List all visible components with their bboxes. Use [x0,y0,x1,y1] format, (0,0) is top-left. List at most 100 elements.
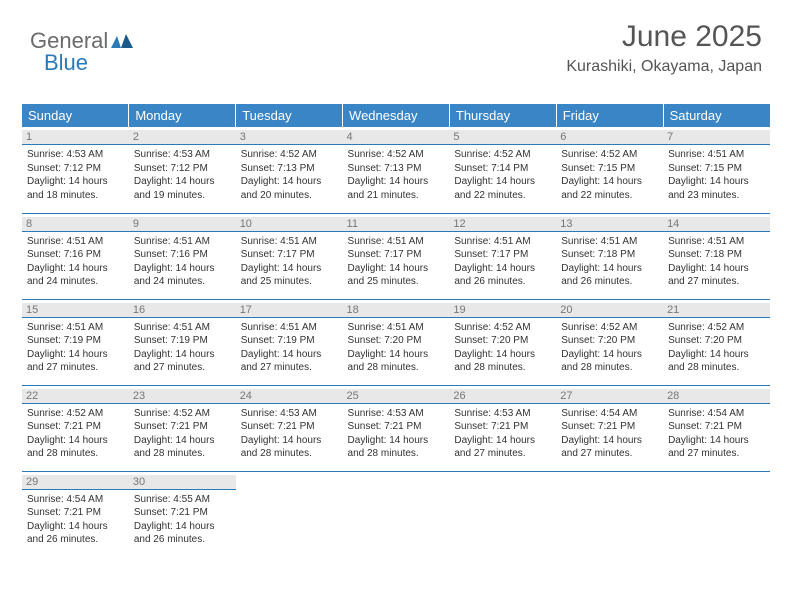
daylight-text: Daylight: 14 hours and 20 minutes. [241,175,338,202]
day-details: Sunrise: 4:54 AMSunset: 7:21 PMDaylight:… [27,493,124,547]
calendar-cell: 14 Sunrise: 4:51 AMSunset: 7:18 PMDayligh… [663,213,770,299]
sunset-text: Sunset: 7:16 PM [134,248,231,262]
calendar-cell [343,471,450,557]
day-number: 6 [556,130,663,145]
sunrise-text: Sunrise: 4:52 AM [561,321,658,335]
daylight-text: Daylight: 14 hours and 28 minutes. [27,434,124,461]
day-details: Sunrise: 4:52 AMSunset: 7:13 PMDaylight:… [348,148,445,202]
day-details: Sunrise: 4:51 AMSunset: 7:19 PMDaylight:… [27,321,124,375]
daylight-text: Daylight: 14 hours and 28 minutes. [348,348,445,375]
daylight-text: Daylight: 14 hours and 26 minutes. [561,262,658,289]
sunset-text: Sunset: 7:19 PM [241,334,338,348]
logo-icon [111,32,133,50]
calendar-cell: 11 Sunrise: 4:51 AMSunset: 7:17 PMDayligh… [343,213,450,299]
sunset-text: Sunset: 7:21 PM [27,420,124,434]
col-monday: Monday [129,104,236,127]
calendar-cell: 26Sunrise: 4:53 AMSunset: 7:21 PMDayligh… [449,385,556,471]
col-wednesday: Wednesday [343,104,450,127]
day-details: Sunrise: 4:51 AMSunset: 7:17 PMDaylight:… [454,235,551,289]
sunrise-text: Sunrise: 4:54 AM [27,493,124,507]
sunrise-text: Sunrise: 4:51 AM [134,321,231,335]
sunset-text: Sunset: 7:20 PM [561,334,658,348]
day-cell: 6 Sunrise: 4:52 AMSunset: 7:15 PMDaylight… [556,127,663,213]
daylight-text: Daylight: 14 hours and 22 minutes. [454,175,551,202]
daylight-text: Daylight: 14 hours and 28 minutes. [668,348,765,375]
day-number: 14 [663,217,770,232]
day-cell: 21Sunrise: 4:52 AMSunset: 7:20 PMDayligh… [663,300,770,385]
day-cell: 3 Sunrise: 4:52 AMSunset: 7:13 PMDaylight… [236,127,343,213]
sunrise-text: Sunrise: 4:53 AM [27,148,124,162]
day-number: 16 [129,303,236,318]
day-details: Sunrise: 4:51 AMSunset: 7:18 PMDaylight:… [668,235,765,289]
day-details: Sunrise: 4:54 AMSunset: 7:21 PMDaylight:… [561,407,658,461]
sunset-text: Sunset: 7:21 PM [348,420,445,434]
day-details: Sunrise: 4:54 AMSunset: 7:21 PMDaylight:… [668,407,765,461]
calendar-cell: 8Sunrise: 4:51 AMSunset: 7:16 PMDaylight… [22,213,129,299]
calendar-cell: 28 Sunrise: 4:54 AMSunset: 7:21 PMDayligh… [663,385,770,471]
day-details: Sunrise: 4:52 AMSunset: 7:13 PMDaylight:… [241,148,338,202]
sunset-text: Sunset: 7:19 PM [27,334,124,348]
sunrise-text: Sunrise: 4:53 AM [134,148,231,162]
sunset-text: Sunset: 7:21 PM [27,506,124,520]
title-block: June 2025 Kurashiki, Okayama, Japan [566,20,762,76]
day-number: 27 [556,389,663,404]
calendar-cell: 9Sunrise: 4:51 AMSunset: 7:16 PMDaylight… [129,213,236,299]
sunrise-text: Sunrise: 4:51 AM [27,321,124,335]
header-row: Sunday Monday Tuesday Wednesday Thursday… [22,104,770,127]
day-cell: 26Sunrise: 4:53 AMSunset: 7:21 PMDayligh… [449,386,556,471]
daylight-text: Daylight: 14 hours and 26 minutes. [27,520,124,547]
calendar-cell [236,471,343,557]
sunrise-text: Sunrise: 4:51 AM [348,235,445,249]
sunset-text: Sunset: 7:20 PM [668,334,765,348]
calendar-cell: 16Sunrise: 4:51 AMSunset: 7:19 PMDayligh… [129,299,236,385]
day-cell: 2Sunrise: 4:53 AMSunset: 7:12 PMDaylight… [129,127,236,213]
day-number: 1 [22,130,129,145]
sunrise-text: Sunrise: 4:51 AM [241,235,338,249]
day-details: Sunrise: 4:51 AMSunset: 7:15 PMDaylight:… [668,148,765,202]
calendar-row: 29Sunrise: 4:54 AMSunset: 7:21 PMDayligh… [22,471,770,557]
sunrise-text: Sunrise: 4:52 AM [241,148,338,162]
col-saturday: Saturday [663,104,770,127]
calendar-cell: 6 Sunrise: 4:52 AMSunset: 7:15 PMDaylight… [556,127,663,213]
sunrise-text: Sunrise: 4:51 AM [27,235,124,249]
day-cell: 23 Sunrise: 4:52 AMSunset: 7:21 PMDayligh… [129,386,236,471]
day-number: 28 [663,389,770,404]
day-details: Sunrise: 4:51 AMSunset: 7:17 PMDaylight:… [241,235,338,289]
sunrise-text: Sunrise: 4:51 AM [561,235,658,249]
calendar-cell: 3 Sunrise: 4:52 AMSunset: 7:13 PMDaylight… [236,127,343,213]
month-title: June 2025 [566,20,762,54]
day-number: 3 [236,130,343,145]
calendar-cell: 4Sunrise: 4:52 AMSunset: 7:13 PMDaylight… [343,127,450,213]
day-number: 11 [343,217,450,232]
daylight-text: Daylight: 14 hours and 23 minutes. [668,175,765,202]
day-details: Sunrise: 4:52 AMSunset: 7:20 PMDaylight:… [561,321,658,375]
day-details: Sunrise: 4:53 AMSunset: 7:21 PMDaylight:… [348,407,445,461]
calendar-cell: 10Sunrise: 4:51 AMSunset: 7:17 PMDayligh… [236,213,343,299]
day-number: 8 [22,217,129,232]
daylight-text: Daylight: 14 hours and 25 minutes. [348,262,445,289]
sunrise-text: Sunrise: 4:52 AM [348,148,445,162]
day-details: Sunrise: 4:52 AMSunset: 7:21 PMDaylight:… [134,407,231,461]
calendar-cell: 19Sunrise: 4:52 AMSunset: 7:20 PMDayligh… [449,299,556,385]
daylight-text: Daylight: 14 hours and 27 minutes. [561,434,658,461]
sunset-text: Sunset: 7:21 PM [134,420,231,434]
sunset-text: Sunset: 7:14 PM [454,162,551,176]
day-number: 20 [556,303,663,318]
daylight-text: Daylight: 14 hours and 19 minutes. [134,175,231,202]
day-details: Sunrise: 4:52 AMSunset: 7:15 PMDaylight:… [561,148,658,202]
sunset-text: Sunset: 7:17 PM [348,248,445,262]
day-number: 30 [129,475,236,490]
calendar-cell: 18Sunrise: 4:51 AMSunset: 7:20 PMDayligh… [343,299,450,385]
sunset-text: Sunset: 7:13 PM [241,162,338,176]
day-cell: 22Sunrise: 4:52 AMSunset: 7:21 PMDayligh… [22,386,129,471]
sunrise-text: Sunrise: 4:51 AM [348,321,445,335]
sunrise-text: Sunrise: 4:53 AM [348,407,445,421]
sunrise-text: Sunrise: 4:54 AM [668,407,765,421]
day-details: Sunrise: 4:53 AMSunset: 7:21 PMDaylight:… [454,407,551,461]
sunset-text: Sunset: 7:18 PM [668,248,765,262]
day-number: 23 [129,389,236,404]
daylight-text: Daylight: 14 hours and 28 minutes. [454,348,551,375]
day-cell: 20 Sunrise: 4:52 AMSunset: 7:20 PMDayligh… [556,300,663,385]
sunrise-text: Sunrise: 4:53 AM [241,407,338,421]
day-cell: 25Sunrise: 4:53 AMSunset: 7:21 PMDayligh… [343,386,450,471]
